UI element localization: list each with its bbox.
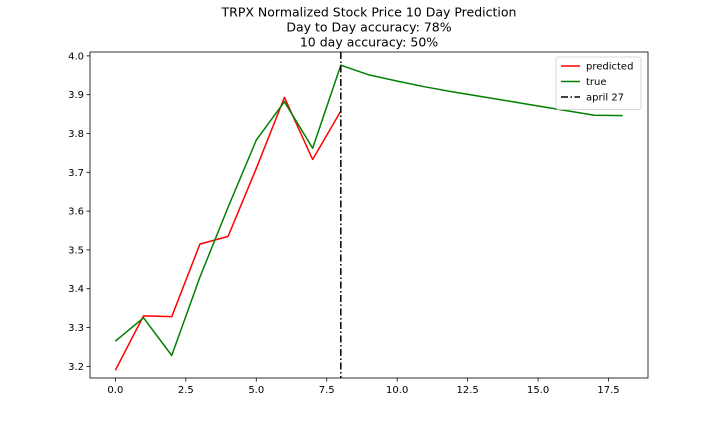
legend: predicted true april 27 <box>555 56 642 110</box>
legend-label: true <box>586 77 607 88</box>
chart-title-line-1: TRPX Normalized Stock Price 10 Day Predi… <box>221 5 517 20</box>
chart-title-line-3: 10 day accuracy: 50% <box>300 35 438 50</box>
x-tick-label: 10.0 <box>386 385 408 396</box>
y-tick-label: 3.4 <box>68 284 84 295</box>
series-layer <box>114 52 623 378</box>
y-tick-label: 3.7 <box>68 168 84 179</box>
y-tick-label: 4.0 <box>68 51 84 62</box>
y-tick-label: 3.6 <box>68 207 84 218</box>
legend-label: predicted <box>586 62 633 73</box>
plot-frame <box>89 51 649 379</box>
x-tick-label: 15.0 <box>527 385 549 396</box>
x-tick-label: 5.0 <box>248 385 264 396</box>
chart-title: TRPX Normalized Stock Price 10 Day Predi… <box>221 5 517 50</box>
x-tick-label: 0.0 <box>107 385 123 396</box>
x-tick-label: 12.5 <box>457 385 479 396</box>
y-tick-label: 3.8 <box>68 129 84 140</box>
x-tick-label: 2.5 <box>178 385 194 396</box>
series-line-true <box>114 64 623 357</box>
x-tick-label: 17.5 <box>597 385 619 396</box>
x-axis: 0.0 2.5 5.0 7.5 10.0 12.5 15.0 17.5 <box>107 378 620 396</box>
y-tick-label: 3.3 <box>68 323 84 334</box>
y-axis: 3.2 3.3 3.4 3.5 3.6 3.7 3.8 3.9 4.0 <box>68 51 90 373</box>
legend-label: april 27 <box>586 93 624 104</box>
plot-area <box>89 51 649 379</box>
y-tick-label: 3.5 <box>68 245 84 256</box>
chart-title-line-2: Day to Day accuracy: 78% <box>286 20 451 35</box>
series-line-predicted <box>114 96 342 371</box>
y-tick-label: 3.2 <box>68 362 84 373</box>
x-tick-label: 7.5 <box>319 385 335 396</box>
y-tick-label: 3.9 <box>68 90 84 101</box>
